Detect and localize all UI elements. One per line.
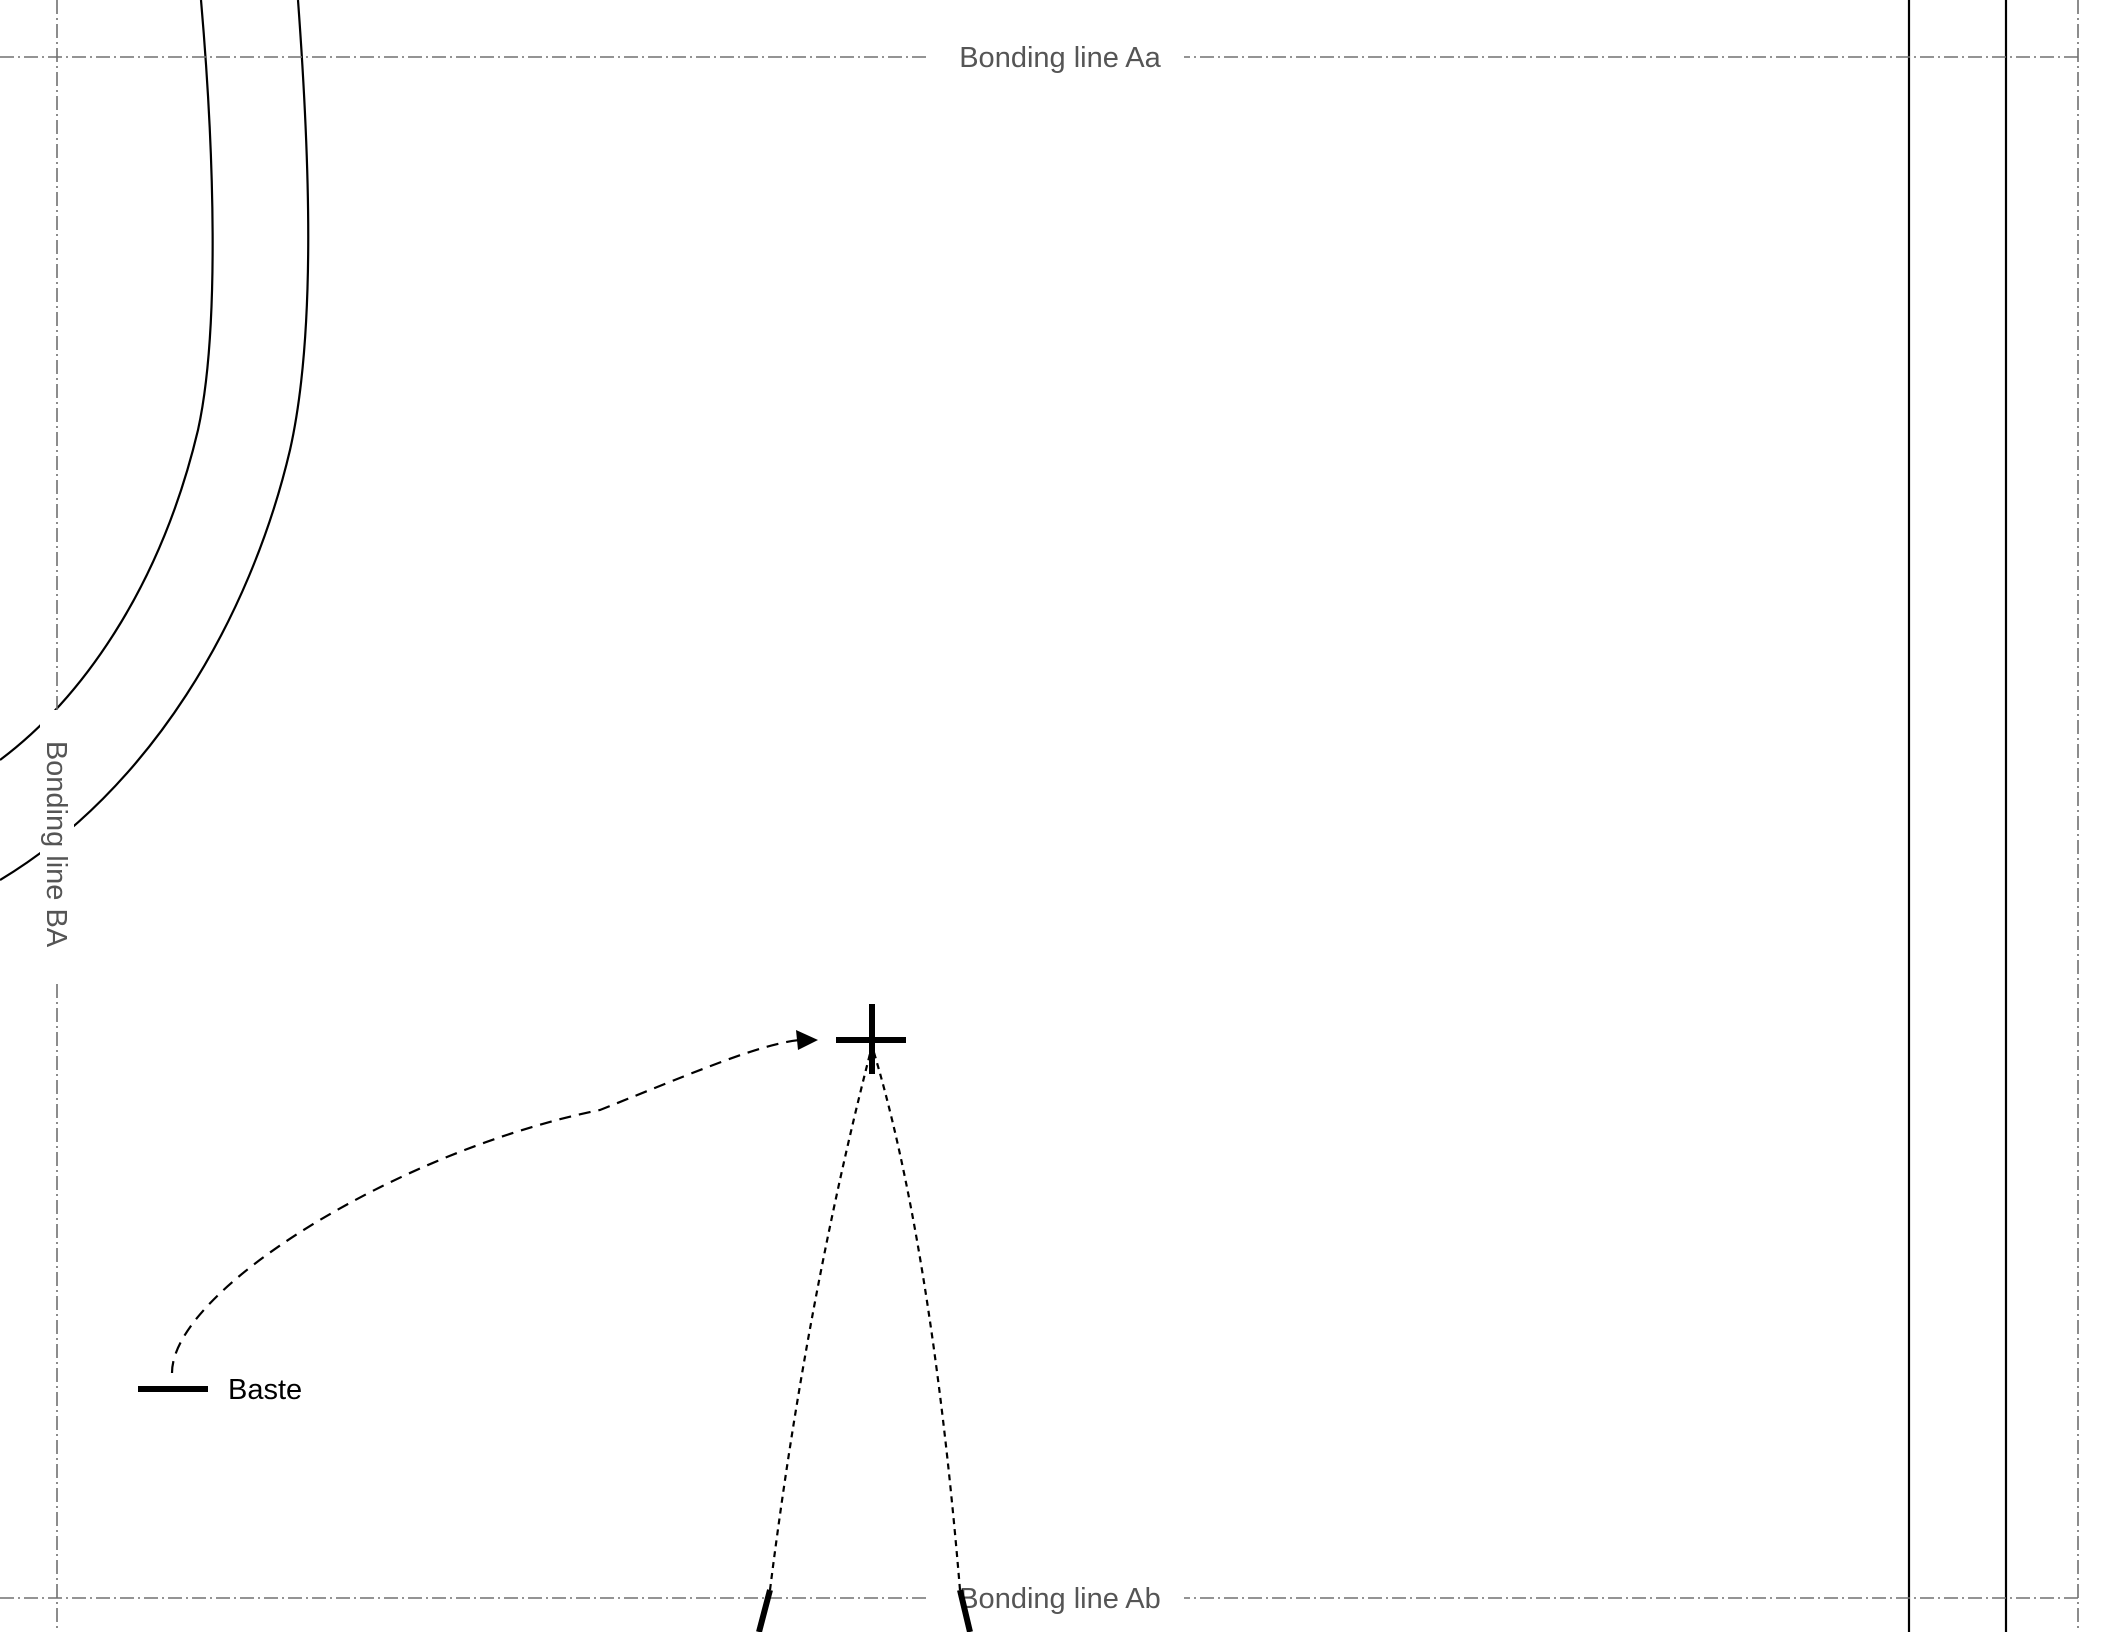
bonding-label-top: Bonding line Aa [959,42,1161,74]
pattern-curve-inner [0,0,214,761]
bonding-label-top-bg [930,38,1184,76]
pattern-curve-outer [0,0,310,881]
bonding-label-bottom-bg [930,1579,1184,1617]
bonding-label-left-bg [40,710,74,980]
dart-leg-left-dotted [768,1045,874,1591]
baste-label: Baste [228,1374,302,1406]
dart-leg-right-dotted [870,1045,962,1591]
baste-arrow-head [796,1030,818,1050]
bonding-label-left: Bonding line BA [40,741,72,948]
dart-leg-right-solid [957,1589,973,1632]
baste-arrow-path [170,1038,801,1374]
bonding-label-bottom: Bonding line Ab [959,1583,1161,1615]
dart-leg-left-solid [756,1589,773,1632]
